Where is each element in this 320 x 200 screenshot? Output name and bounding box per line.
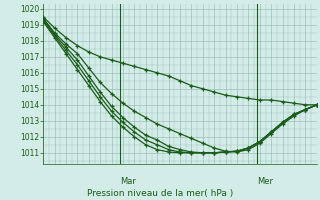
Text: Mar: Mar xyxy=(120,177,136,186)
Text: Mer: Mer xyxy=(257,177,273,186)
Text: Pression niveau de la mer( hPa ): Pression niveau de la mer( hPa ) xyxy=(87,189,233,198)
